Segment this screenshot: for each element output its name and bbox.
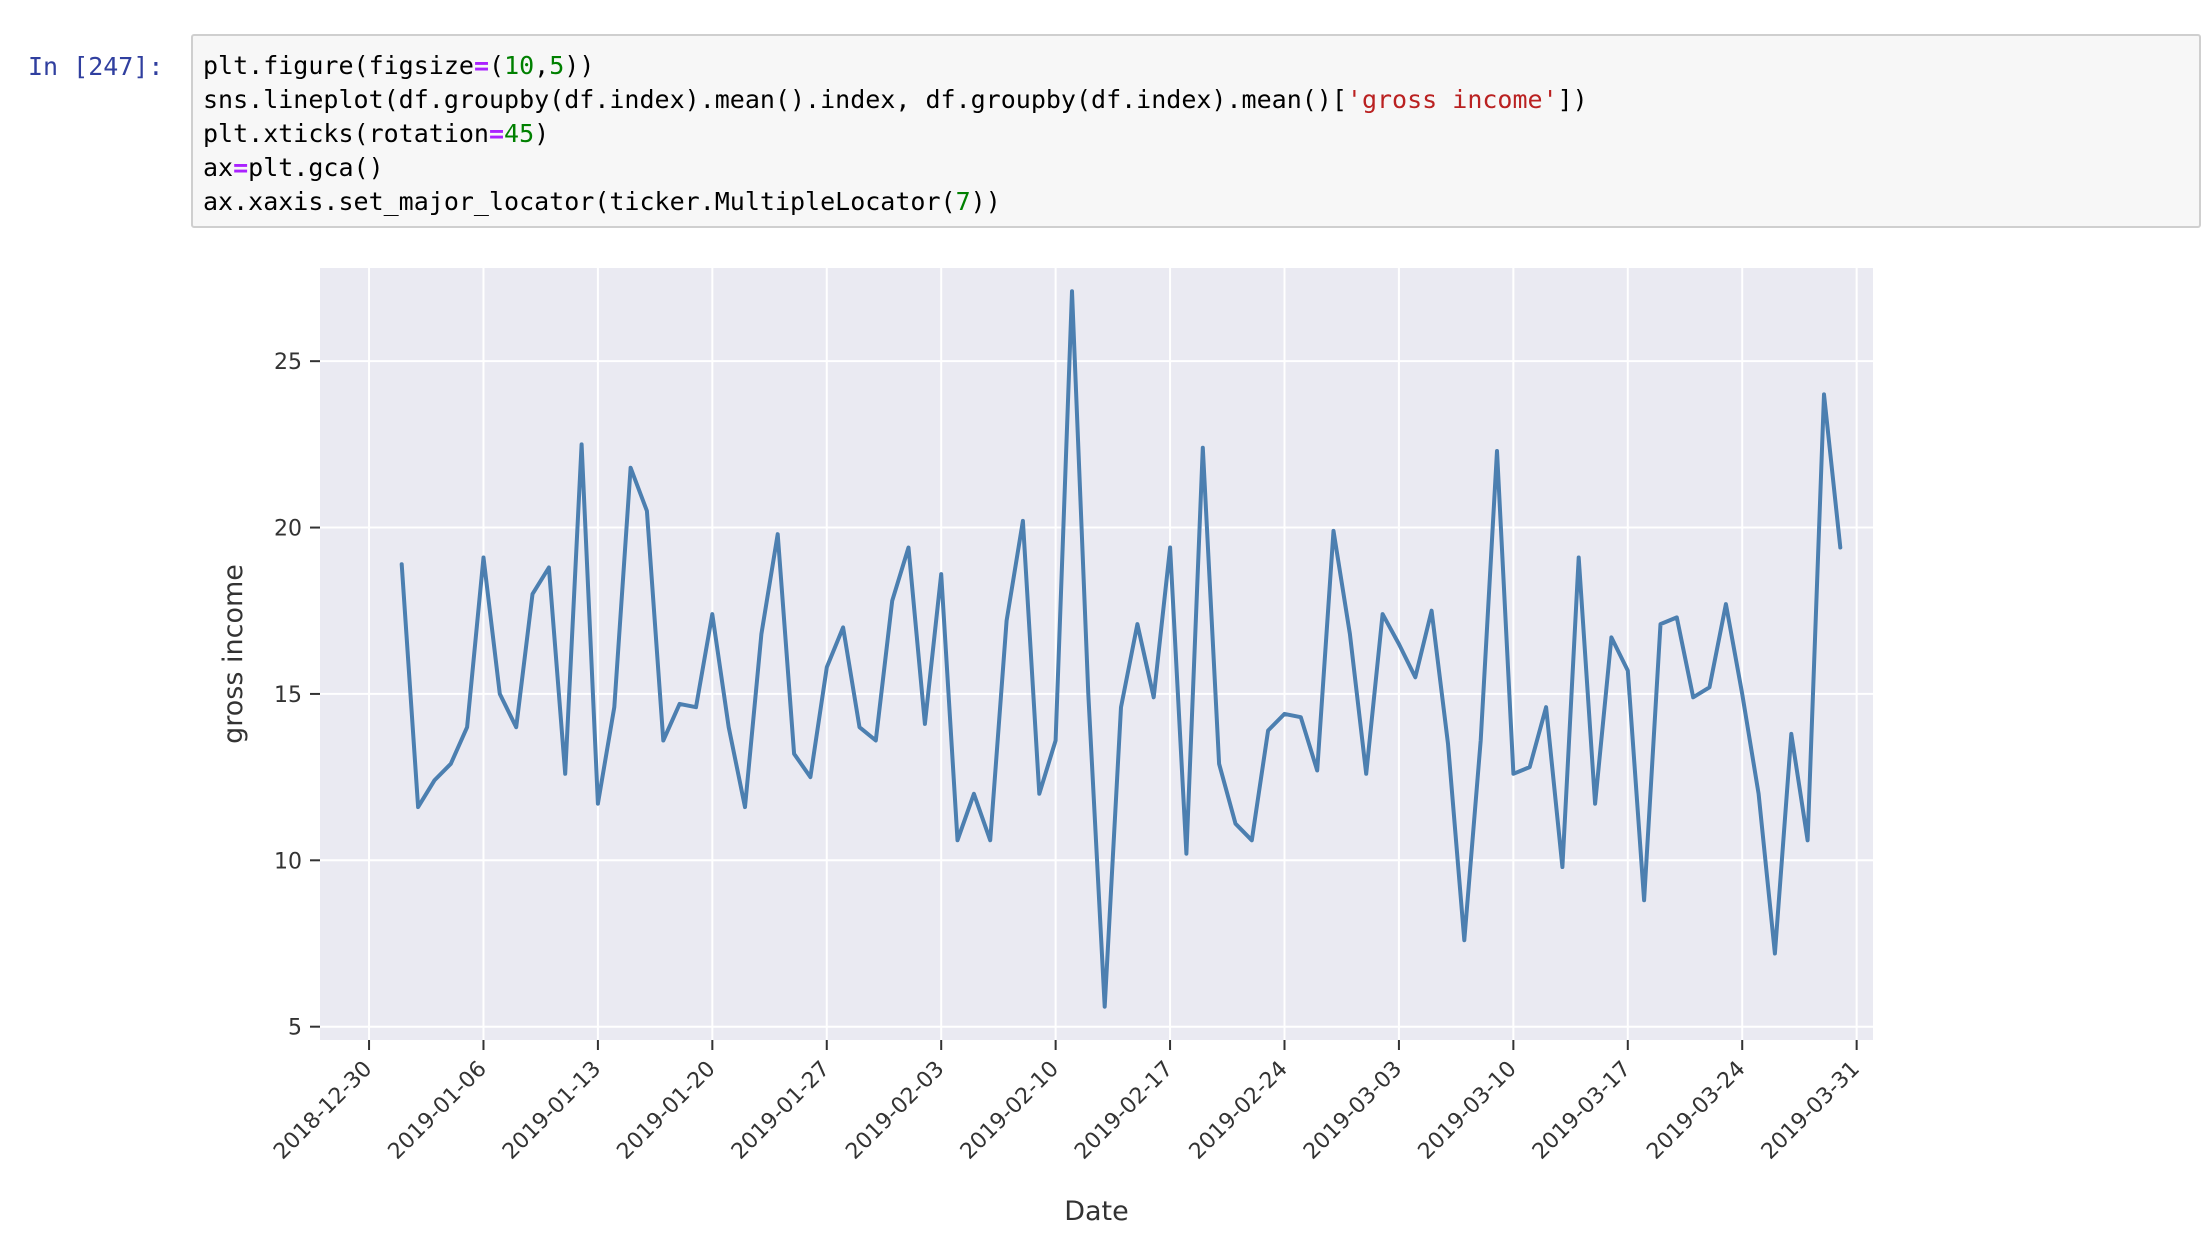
x-tick-label: 2019-02-03	[841, 1057, 949, 1165]
code-line: sns.lineplot(df.groupby(df.index).mean()…	[203, 83, 1588, 117]
code-token: )	[534, 119, 550, 148]
x-tick-label: 2018-12-30	[269, 1057, 377, 1165]
code-line: ax=plt.gca()	[203, 151, 1588, 185]
code-line: plt.xticks(rotation=45)	[203, 117, 1588, 151]
x-tick-label: 2019-01-13	[498, 1057, 606, 1165]
plot-area	[320, 268, 1873, 1040]
code-token: ax.xaxis.set_major_locator(ticker.Multip…	[203, 187, 956, 216]
code-token: =	[488, 119, 505, 148]
y-tick-label: 15	[274, 683, 302, 708]
code-token: ax	[203, 153, 234, 182]
code-token: ,	[534, 51, 550, 80]
code-line: plt.figure(figsize=(10,5))	[203, 49, 1588, 83]
series-line	[399, 289, 1843, 1009]
code-token: 'gross income'	[1346, 85, 1558, 114]
x-axis-label: Date	[1064, 1196, 1129, 1227]
x-tick-label: 2019-01-20	[612, 1057, 720, 1165]
x-tick-label: 2019-03-24	[1642, 1057, 1750, 1165]
code-token: plt.figure(figsize	[203, 51, 474, 80]
code-editor[interactable]: plt.figure(figsize=(10,5)) sns.lineplot(d…	[203, 49, 1588, 219]
code-token: ))	[970, 187, 1001, 216]
code-token: 10	[504, 51, 535, 80]
code-line: ax.xaxis.set_major_locator(ticker.Multip…	[203, 185, 1588, 219]
x-tick-label: 2019-02-10	[956, 1057, 1064, 1165]
x-tick-label: 2019-01-27	[727, 1057, 835, 1165]
code-token: =	[473, 51, 489, 80]
y-axis-label: gross income	[218, 564, 249, 744]
x-tick-label: 2019-03-10	[1414, 1057, 1522, 1165]
y-tick-label: 25	[274, 350, 302, 375]
y-tick-label: 20	[274, 517, 302, 542]
code-token: plt.gca()	[248, 153, 384, 182]
code-cell[interactable]: plt.figure(figsize=(10,5)) sns.lineplot(d…	[191, 34, 2201, 228]
y-tick-label: 10	[274, 849, 302, 874]
code-token: ))	[564, 51, 595, 80]
code-token: 5	[549, 51, 565, 80]
y-tick-label: 5	[288, 1016, 302, 1041]
cell-prompt: In [247]:	[28, 52, 164, 81]
code-token: (	[489, 51, 505, 80]
x-tick-label: 2019-03-17	[1528, 1057, 1636, 1165]
code-token: plt.xticks(rotation	[203, 119, 489, 148]
x-tick-label: 2019-02-17	[1070, 1057, 1178, 1165]
x-tick-label: 2019-03-31	[1757, 1057, 1865, 1165]
code-token: sns.lineplot(df.groupby(df.index).mean()…	[203, 85, 1347, 114]
x-tick-label: 2019-01-06	[384, 1057, 492, 1165]
x-tick-label: 2019-03-03	[1299, 1057, 1407, 1165]
x-tick-label: 2019-02-24	[1185, 1057, 1293, 1165]
code-token: 7	[955, 187, 971, 216]
code-token: =	[233, 153, 249, 182]
code-token: 45	[504, 119, 535, 148]
code-token: ])	[1557, 85, 1588, 114]
